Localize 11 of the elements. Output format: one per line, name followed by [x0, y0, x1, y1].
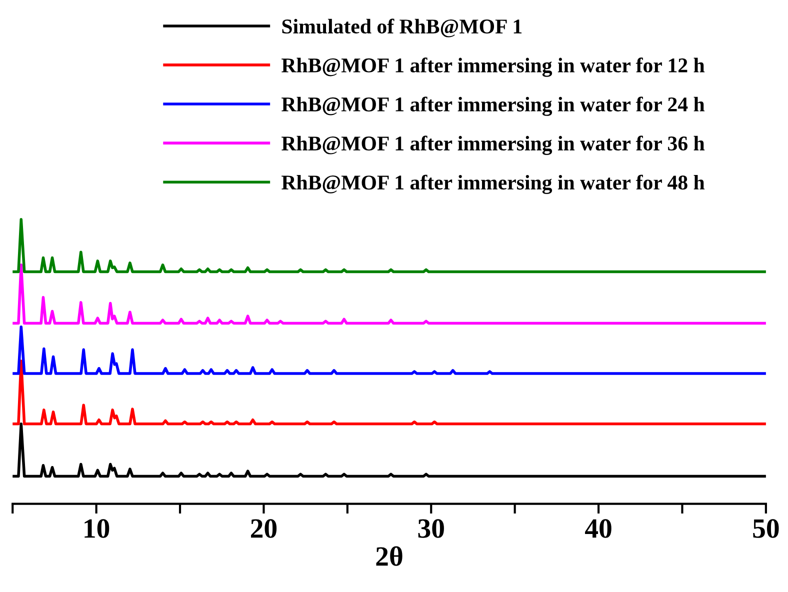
legend-label: RhB@MOF 1 after immersing in water for 24 h: [282, 96, 705, 116]
legend-label: Simulated of RhB@MOF 1: [282, 18, 522, 38]
x-tick-label: 20: [250, 519, 277, 538]
x-tick-label: 50: [753, 519, 779, 538]
x-tick-label: 30: [418, 519, 444, 538]
x-tick-label: 40: [585, 519, 612, 538]
x-tick-label: 10: [84, 519, 110, 538]
legend-label: RhB@MOF 1 after immersing in water for 12 h: [282, 58, 705, 77]
legend-label: RhB@MOF 1 after immersing in water for 36 h: [282, 136, 705, 155]
legend-label: RhB@MOF 1 after immersing in water for 48 h: [282, 174, 705, 194]
x-axis-title: 2θ: [376, 546, 402, 566]
